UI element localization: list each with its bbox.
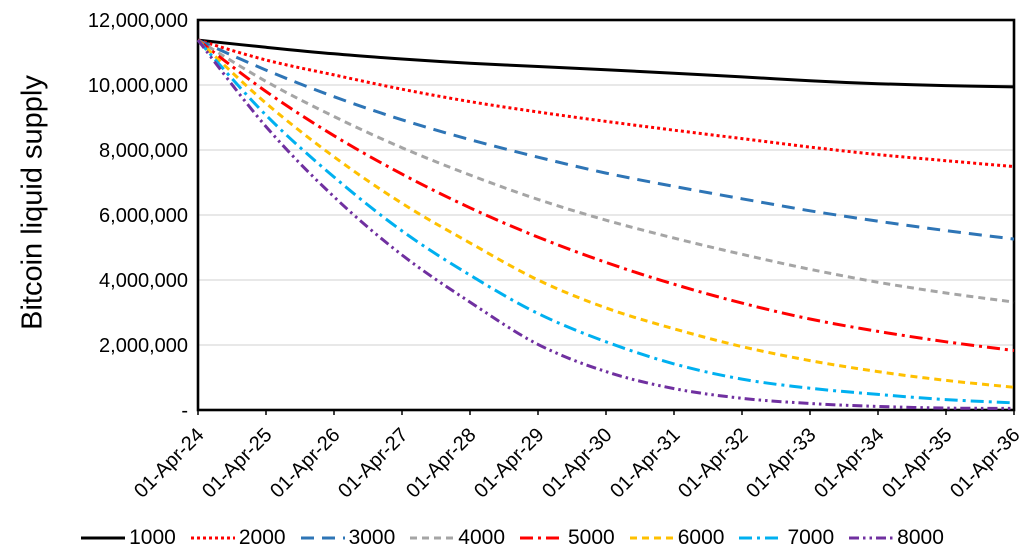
legend-line-sample-4000 [410, 536, 455, 540]
series-line-2000 [197, 38, 1015, 169]
y-tick-label: 12,000,000 [88, 10, 188, 32]
legend-line-sample-8000 [849, 536, 894, 540]
legend-item-2000: 2000 [190, 526, 286, 550]
legend-line-sample-7000 [739, 536, 784, 540]
legend: 1000 2000 3000 4000 5000 6000 7000 8000 [0, 526, 1024, 550]
legend-label: 6000 [677, 526, 725, 549]
legend-item-4000: 4000 [409, 526, 505, 550]
legend-line-sample-6000 [629, 536, 674, 540]
x-tick-label: 01-Apr-35 [878, 424, 956, 502]
x-tick-label: 01-Apr-29 [470, 424, 548, 502]
x-tick-label: 01-Apr-30 [538, 424, 616, 502]
x-tick-label: 01-Apr-26 [266, 424, 344, 502]
y-tick-label: 2,000,000 [99, 335, 188, 357]
series-line-5000 [197, 38, 1015, 352]
legend-line-sample-1000 [81, 536, 126, 540]
legend-item-8000: 8000 [848, 526, 944, 550]
x-tick-label: 01-Apr-31 [606, 424, 684, 502]
x-tick-label: 01-Apr-33 [742, 424, 820, 502]
y-tick-label: - [181, 400, 188, 422]
series-line-1000 [197, 38, 1015, 89]
series-line-4000 [197, 38, 1015, 304]
legend-label: 2000 [238, 526, 286, 549]
x-tick-label: 01-Apr-24 [130, 424, 208, 502]
legend-line-sample-5000 [520, 536, 564, 540]
legend-line-sample-3000 [300, 536, 345, 540]
series-line-7000 [196, 39, 1015, 405]
y-tick-label: 6,000,000 [99, 205, 188, 227]
series-line-3000 [197, 38, 1015, 241]
y-tick-label: 4,000,000 [99, 270, 188, 292]
legend-label: 8000 [897, 526, 944, 549]
x-tick-label: 01-Apr-32 [674, 424, 752, 502]
x-tick-label: 01-Apr-28 [402, 424, 480, 502]
x-tick-label: 01-Apr-27 [334, 424, 412, 502]
series-line-8000 [196, 39, 1015, 410]
y-tick-label: 8,000,000 [99, 140, 188, 162]
x-tick-label: 01-Apr-25 [198, 424, 276, 502]
legend-label: 3000 [348, 526, 396, 549]
legend-item-7000: 7000 [738, 526, 834, 550]
y-tick-label: 10,000,000 [88, 75, 188, 97]
legend-label: 1000 [129, 526, 176, 549]
legend-item-5000: 5000 [519, 526, 615, 550]
series-line-6000 [196, 39, 1015, 389]
x-tick-label: 01-Apr-36 [946, 424, 1024, 502]
legend-item-3000: 3000 [300, 526, 396, 550]
legend-label: 5000 [568, 526, 615, 549]
x-tick-label: 01-Apr-34 [810, 424, 888, 502]
legend-label: 7000 [787, 526, 835, 549]
legend-item-1000: 1000 [80, 526, 176, 550]
legend-item-6000: 6000 [629, 526, 725, 550]
legend-label: 4000 [458, 526, 505, 549]
legend-line-sample-2000 [190, 536, 235, 540]
